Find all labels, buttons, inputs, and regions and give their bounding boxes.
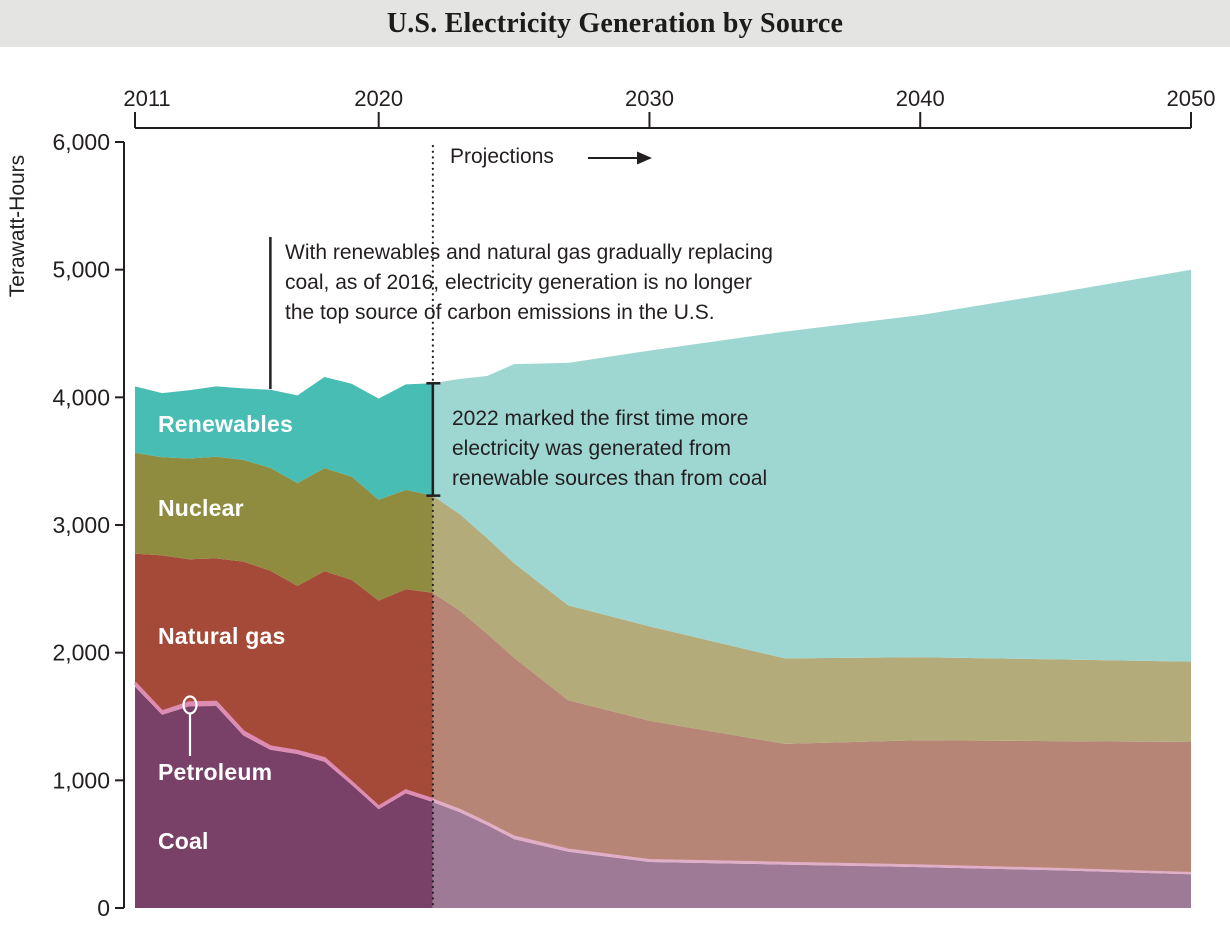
y-axis-title: Terawatt-Hours bbox=[6, 154, 29, 298]
area-natural_gas-historical bbox=[135, 553, 433, 807]
area-nuclear-historical bbox=[135, 452, 433, 601]
annotation-2016: With renewables and natural gas graduall… bbox=[285, 238, 905, 328]
y-tick-label: 2,000 bbox=[52, 640, 110, 666]
y-tick-label: 3,000 bbox=[52, 512, 110, 538]
area-nuclear-projected bbox=[432, 495, 1191, 744]
annotation-2016-line-2: coal, as of 2016, electricity generation… bbox=[285, 271, 752, 294]
annotation-2022-line-3: renewable sources than from coal bbox=[452, 467, 768, 490]
y-tick-label: 0 bbox=[97, 895, 110, 921]
area-label-nuclear: Nuclear bbox=[158, 495, 244, 521]
y-tick-label: 5,000 bbox=[52, 257, 110, 283]
area-renewables-projected bbox=[432, 269, 1191, 662]
x-tick-label: 2050 bbox=[1167, 86, 1216, 111]
x-tick-label: 2030 bbox=[625, 86, 674, 111]
area-label-coal: Coal bbox=[158, 828, 209, 854]
title-bar: U.S. Electricity Generation by Source bbox=[0, 0, 1230, 47]
area-label-petroleum: Petroleum bbox=[158, 759, 273, 785]
x-tick-label: 2011 bbox=[123, 86, 170, 111]
projections-label: Projections bbox=[450, 145, 554, 168]
annotation-2016-line-1: With renewables and natural gas graduall… bbox=[285, 241, 773, 264]
area-renewables-historical bbox=[135, 377, 433, 500]
area-label-renewables: Renewables bbox=[158, 411, 293, 437]
y-tick-label: 6,000 bbox=[52, 129, 110, 155]
annotation-2022-line-1: 2022 marked the first time more bbox=[452, 407, 749, 430]
area-coal-historical bbox=[135, 686, 433, 908]
x-tick-label: 2040 bbox=[896, 86, 945, 111]
projections-arrow-head bbox=[637, 151, 652, 165]
y-tick-label: 1,000 bbox=[52, 767, 110, 793]
area-label-natural-gas: Natural gas bbox=[158, 623, 286, 649]
petroleum-leader-circle bbox=[182, 695, 198, 715]
y-tick-label: 4,000 bbox=[52, 384, 110, 410]
petroleum-line-historical bbox=[133, 681, 434, 809]
area-natural_gas-projected bbox=[432, 592, 1191, 873]
area-coal-projected bbox=[432, 802, 1191, 908]
annotation-2022-line-2: electricity was generated from bbox=[452, 437, 731, 460]
annotation-2016-line-3: the top source of carbon emissions in th… bbox=[285, 301, 715, 324]
annotation-2022: 2022 marked the first time more electric… bbox=[452, 404, 872, 494]
page-title: U.S. Electricity Generation by Source bbox=[386, 7, 844, 39]
x-tick-label: 2020 bbox=[354, 86, 403, 111]
petroleum-line-projected bbox=[432, 798, 1192, 874]
